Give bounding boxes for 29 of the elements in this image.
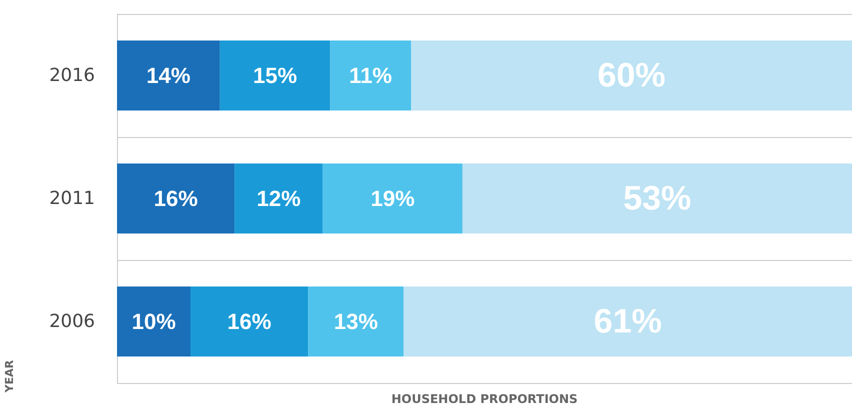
bar (330, 40, 411, 110)
y-axis-title: YEAR (3, 359, 16, 394)
data-label: 10% (132, 309, 176, 334)
bar (117, 286, 190, 356)
bar (404, 286, 852, 356)
bar (462, 164, 852, 234)
data-label: 60% (597, 56, 666, 94)
data-label: 12% (256, 186, 301, 211)
y-tick-label: 2011 (49, 188, 95, 209)
x-axis-title: HOUSEHOLD PROPORTIONS (391, 392, 578, 406)
data-label: 11% (349, 63, 392, 88)
data-label: 13% (334, 309, 378, 334)
bar (220, 40, 330, 110)
y-tick-label: 2006 (49, 311, 95, 332)
bar (308, 286, 404, 356)
bar (117, 164, 235, 234)
y-tick-label: 2016 (49, 65, 95, 86)
bar (234, 164, 323, 234)
data-label: 19% (370, 186, 415, 211)
data-label: 16% (227, 309, 272, 334)
data-label: 61% (594, 302, 662, 340)
bar (117, 40, 220, 110)
bar (411, 40, 852, 110)
data-label: 14% (146, 63, 190, 88)
data-label: 16% (154, 186, 198, 211)
bar (190, 286, 308, 356)
bar (322, 164, 462, 234)
data-label: 53% (623, 180, 692, 218)
data-label: 15% (253, 63, 298, 88)
